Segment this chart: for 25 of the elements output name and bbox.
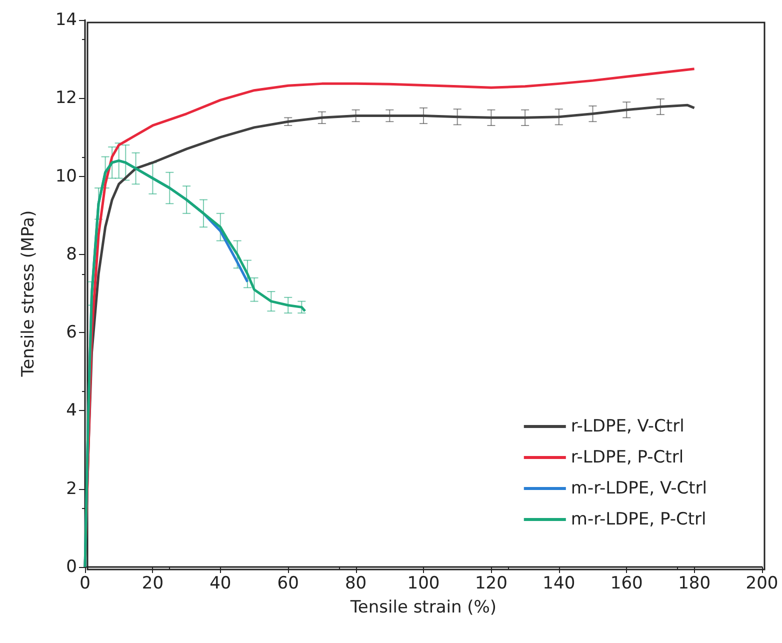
x-tick-label: 200 bbox=[746, 574, 778, 594]
x-tick-label: 60 bbox=[277, 574, 299, 594]
y-tick-label: 6 bbox=[66, 322, 77, 343]
legend-label: m-r-LDPE, V-Ctrl bbox=[570, 478, 707, 498]
y-tick-label: 0 bbox=[66, 557, 77, 577]
x-tick-label: 140 bbox=[542, 574, 576, 594]
x-axis-title: Tensile strain (%) bbox=[349, 598, 497, 618]
x-tick-label: 0 bbox=[80, 574, 90, 594]
x-tick-label: 160 bbox=[610, 574, 643, 594]
x-tick-label: 180 bbox=[678, 574, 711, 594]
legend-label: m-r-LDPE, P-Ctrl bbox=[570, 510, 706, 530]
x-tick-label: 40 bbox=[210, 574, 232, 594]
x-tick-label: 80 bbox=[344, 574, 367, 594]
y-tick-label: 12 bbox=[55, 88, 77, 108]
legend-label: r-LDPE, V-Ctrl bbox=[570, 416, 684, 436]
y-tick-label: 8 bbox=[66, 244, 77, 264]
y-tick-label: 4 bbox=[66, 400, 77, 421]
y-tick-label: 14 bbox=[55, 10, 77, 30]
x-tick-label: 100 bbox=[407, 574, 440, 594]
x-tick-label: 20 bbox=[142, 574, 164, 594]
y-tick-label: 2 bbox=[66, 478, 77, 499]
y-axis-title: Tensile stress (MPa) bbox=[18, 210, 38, 378]
legend-label: r-LDPE, P-Ctrl bbox=[570, 448, 684, 468]
x-tick-label: 120 bbox=[474, 574, 508, 594]
y-tick-label: 10 bbox=[55, 166, 77, 186]
